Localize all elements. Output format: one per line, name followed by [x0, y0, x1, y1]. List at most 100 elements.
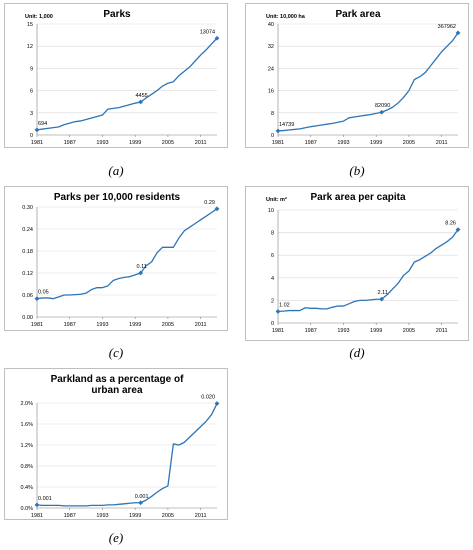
data-marker-d [275, 309, 281, 314]
x-tick-label-c: 1999 [129, 322, 141, 328]
y-tick-label-c: 0.18 [22, 249, 33, 255]
x-tick-label-a: 1993 [96, 140, 108, 146]
x-tick-label-e: 1981 [31, 513, 43, 519]
data-label-b: 82090 [375, 103, 390, 109]
x-tick-label-e: 2011 [195, 513, 207, 519]
x-tick-label-a: 2005 [162, 140, 174, 146]
x-tick-label-c: 1987 [64, 322, 76, 328]
chart-title-a: Parks [103, 9, 131, 20]
y-tick-label-e: 0.4% [20, 485, 33, 491]
series-line-c [36, 208, 218, 300]
x-tick-label-b: 2005 [403, 140, 415, 146]
y-tick-label-c: 0.30 [22, 205, 33, 211]
chart-title-c: Parks per 10,000 residents [54, 192, 181, 203]
caption-a: (a) [108, 163, 124, 178]
y-tick-label-e: 2.0% [20, 401, 33, 407]
data-label-c: 0.29 [204, 200, 215, 206]
x-tick-label-a: 1987 [64, 140, 76, 146]
x-tick-label-d: 1981 [272, 328, 284, 334]
data-marker-a [34, 127, 40, 133]
y-tick-label-d: 4 [271, 276, 274, 282]
x-tick-label-b: 1987 [305, 140, 317, 146]
chart-panel-c: Parks per 10,000 residents 0.00 0.06 0.12 0.… [4, 186, 228, 331]
y-tick-label-d: 10 [268, 208, 274, 214]
y-tick-label-e: 1.6% [20, 422, 33, 428]
data-label-b: 367962 [438, 24, 456, 30]
chart-title-e: urban area [91, 385, 143, 396]
y-tick-label-b: 0 [271, 133, 274, 139]
data-marker-b [379, 109, 385, 115]
x-tick-label-e: 1999 [129, 513, 141, 519]
y-tick-label-a: 0 [30, 133, 33, 139]
data-marker-d [379, 296, 385, 302]
chart-title-d: Park area per capita [310, 192, 405, 203]
chart-title-b: Park area [335, 9, 380, 20]
y-tick-label-b: 24 [268, 66, 274, 72]
chart-svg-b: Park area Unit: 10,000 ha 0 8 16 24 32 40 1981 19… [266, 9, 461, 146]
x-tick-label-d: 1993 [337, 328, 349, 334]
x-tick-label-d: 2011 [436, 328, 448, 334]
chart-panel-e: Parkland as a percentage of urban area 0.0… [4, 368, 228, 520]
y-tick-label-b: 8 [271, 111, 274, 117]
data-marker-a [138, 99, 144, 105]
x-tick-label-b: 2011 [436, 140, 448, 146]
data-marker-e [34, 502, 40, 508]
x-tick-label-d: 1999 [370, 328, 382, 334]
y-tick-label-b: 40 [268, 22, 274, 28]
y-tick-label-d: 2 [271, 298, 274, 304]
data-label-b: 14739 [279, 122, 294, 128]
y-tick-label-c: 0.00 [22, 315, 33, 321]
unit-label-d: Unit: m² [266, 196, 287, 203]
x-tick-label-a: 1981 [31, 140, 43, 146]
chart-panel-d: Park area per capita Unit: m² 0 2 4 6 8 10 1981 1… [245, 186, 469, 341]
y-tick-label-a: 9 [30, 66, 33, 72]
x-tick-label-e: 1993 [96, 513, 108, 519]
data-label-d: 2.11 [377, 290, 387, 296]
data-label-c: 0.11 [136, 264, 146, 270]
data-marker-c [34, 296, 40, 302]
data-label-d: 1.02 [279, 302, 290, 308]
x-tick-label-a: 1999 [129, 140, 141, 146]
x-tick-label-c: 2005 [162, 322, 174, 328]
data-label-a: 694 [38, 121, 47, 127]
x-tick-label-c: 1981 [31, 322, 43, 328]
chart-svg-a: Parks Unit: 1,000 0 3 6 9 12 15 1981 1987 1993 1999… [25, 9, 220, 146]
y-tick-label-e: 0.8% [20, 464, 33, 470]
data-marker-e [138, 500, 144, 506]
chart-panel-a: Parks Unit: 1,000 0 3 6 9 12 15 1981 1987 1993 1999… [4, 3, 228, 148]
x-tick-label-d: 2005 [403, 328, 415, 334]
y-tick-label-c: 0.12 [22, 271, 33, 277]
data-label-d: 8.26 [445, 221, 456, 227]
chart-panel-b: Park area Unit: 10,000 ha 0 8 16 24 32 40 1981 19… [245, 3, 469, 148]
data-label-e: 0.020 [201, 395, 215, 401]
data-label-c: 0.05 [38, 290, 49, 296]
y-tick-label-d: 8 [271, 231, 274, 237]
chart-title-e: Parkland as a percentage of [51, 374, 185, 385]
x-tick-label-c: 2011 [195, 322, 207, 328]
x-tick-label-a: 2011 [195, 140, 207, 146]
series-line-d [277, 229, 459, 313]
unit-label-a: Unit: 1,000 [25, 14, 53, 20]
y-tick-label-a: 6 [30, 89, 33, 95]
y-tick-label-c: 0.24 [22, 227, 33, 233]
data-label-e: 0.001 [38, 496, 52, 502]
y-tick-label-e: 1.2% [20, 443, 33, 449]
x-tick-label-b: 1981 [272, 140, 284, 146]
x-tick-label-e: 2005 [162, 513, 174, 519]
y-tick-label-d: 0 [271, 321, 274, 327]
x-tick-label-e: 1987 [64, 513, 76, 519]
y-tick-label-b: 16 [268, 89, 274, 95]
series-line-a [36, 37, 218, 131]
data-marker-e [214, 401, 220, 406]
data-label-a: 13074 [200, 29, 215, 35]
caption-d: (d) [349, 345, 365, 360]
y-tick-label-a: 3 [30, 111, 33, 117]
caption-b: (b) [349, 163, 365, 178]
x-tick-label-c: 1993 [96, 322, 108, 328]
y-tick-label-a: 15 [27, 22, 33, 28]
x-tick-label-b: 1999 [370, 140, 382, 146]
y-tick-label-e: 0.0% [20, 506, 33, 512]
series-line-e [36, 403, 218, 507]
caption-c: (c) [108, 345, 124, 360]
